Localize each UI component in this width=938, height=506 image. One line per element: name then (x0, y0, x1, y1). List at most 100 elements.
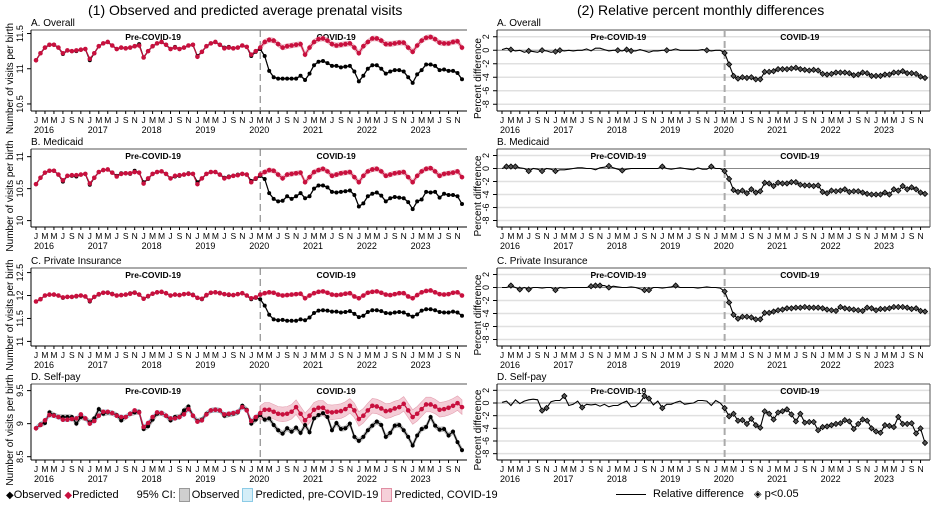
predicted-point (316, 289, 321, 295)
significant-marker (792, 418, 800, 425)
significant-marker (761, 68, 768, 76)
significant-marker (872, 428, 880, 435)
observed-point (361, 73, 366, 78)
x-tick-label: J (847, 464, 851, 474)
observed-point (303, 422, 308, 427)
significant-marker (846, 418, 853, 425)
observed-point (437, 68, 442, 73)
y-axis-label: Number of visits per birth (5, 259, 16, 370)
x-tick-label: M (418, 464, 425, 474)
significant-marker (734, 75, 742, 82)
predicted-point (190, 413, 196, 419)
predicted-point (428, 165, 433, 171)
predicted-point (459, 404, 465, 410)
predicted-point (396, 40, 402, 45)
predicted-point (432, 169, 438, 174)
x-tick-label: J (767, 464, 771, 474)
y-tick-label: -8 (481, 335, 491, 343)
period-label-pre: Pre-COVID-19 (590, 270, 646, 280)
predicted-point (387, 41, 393, 47)
legend-left: ◆ Observed ◆ Predicted 95% CI: Observed Pr… (6, 488, 498, 502)
predicted-point (105, 409, 111, 415)
predicted-point (51, 413, 57, 419)
predicted-point (253, 48, 259, 54)
y-tick-label: -2 (481, 412, 491, 420)
significant-marker (819, 70, 826, 78)
predicted-point (446, 291, 451, 297)
predicted-point (383, 173, 389, 179)
predicted-point (74, 293, 79, 299)
observed-point (370, 63, 375, 68)
significant-marker (792, 304, 800, 311)
significant-marker (908, 70, 915, 77)
predicted-point (33, 299, 39, 304)
predicted-point (405, 294, 411, 299)
predicted-point (244, 172, 250, 177)
x-tick-label: M (95, 231, 102, 241)
significant-marker (725, 299, 733, 306)
significant-marker (881, 71, 889, 78)
x-tick-label: N (293, 464, 299, 474)
observed-point (146, 424, 151, 429)
x-tick-label: N (650, 464, 656, 474)
x-tick-label: N (650, 350, 656, 360)
significant-marker (863, 417, 871, 424)
y-tick-label: 2 (481, 153, 491, 158)
predicted-point (217, 290, 223, 296)
y-tick-label: -2 (481, 296, 491, 304)
predicted-point (56, 414, 61, 420)
predicted-point (38, 296, 43, 302)
x-tick-label: M (257, 231, 264, 241)
x-tick-label: N (132, 231, 138, 241)
predicted-point (347, 41, 353, 46)
x-tick-label: M (507, 464, 514, 474)
x-tick-label: N (454, 115, 460, 125)
x-tick-label: N (650, 115, 656, 125)
observed-point (262, 303, 267, 308)
significant-marker (779, 65, 786, 73)
significant-marker (917, 307, 924, 315)
observed-point (312, 310, 317, 315)
observed-point (338, 310, 343, 315)
x-tick-label: S (855, 231, 861, 241)
significant-marker (921, 308, 929, 315)
x-tick-label: J (411, 350, 415, 360)
observed-point (424, 307, 429, 312)
predicted-point (347, 403, 353, 409)
predicted-point (280, 176, 285, 181)
predicted-point (365, 408, 371, 413)
x-tick-label: S (446, 464, 452, 474)
x-year-label: 2022 (821, 125, 841, 135)
predicted-point (262, 169, 267, 175)
x-tick-label: M (881, 464, 888, 474)
x-tick-label: M (516, 231, 523, 241)
predicted-point (239, 290, 245, 296)
predicted-point (365, 39, 371, 45)
observed-point (370, 191, 375, 196)
significant-marker (503, 163, 510, 170)
significant-marker (761, 408, 768, 415)
x-tick-label: M (890, 464, 897, 474)
x-tick-label: M (364, 350, 371, 360)
x-year-label: 2022 (821, 360, 841, 370)
predicted-point (100, 167, 106, 173)
x-tick-label: J (115, 464, 119, 474)
observed-point (347, 63, 352, 68)
predicted-point (33, 181, 39, 187)
x-tick-label: S (802, 464, 808, 474)
significant-marker (828, 422, 835, 429)
significant-marker (855, 188, 862, 195)
significant-marker (904, 420, 911, 428)
y-tick-label: 9.5 (15, 384, 25, 397)
significant-marker (823, 190, 831, 197)
x-tick-label: S (695, 115, 701, 125)
x-year-label: 2017 (553, 125, 573, 135)
significant-marker (792, 64, 800, 71)
x-tick-label: N (347, 350, 353, 360)
x-tick-label: J (168, 115, 172, 125)
predicted-point (361, 413, 366, 419)
significant-marker (855, 307, 862, 314)
significant-marker (703, 47, 710, 54)
x-tick-label: N (401, 231, 407, 241)
swatch-pink-icon (381, 488, 393, 502)
